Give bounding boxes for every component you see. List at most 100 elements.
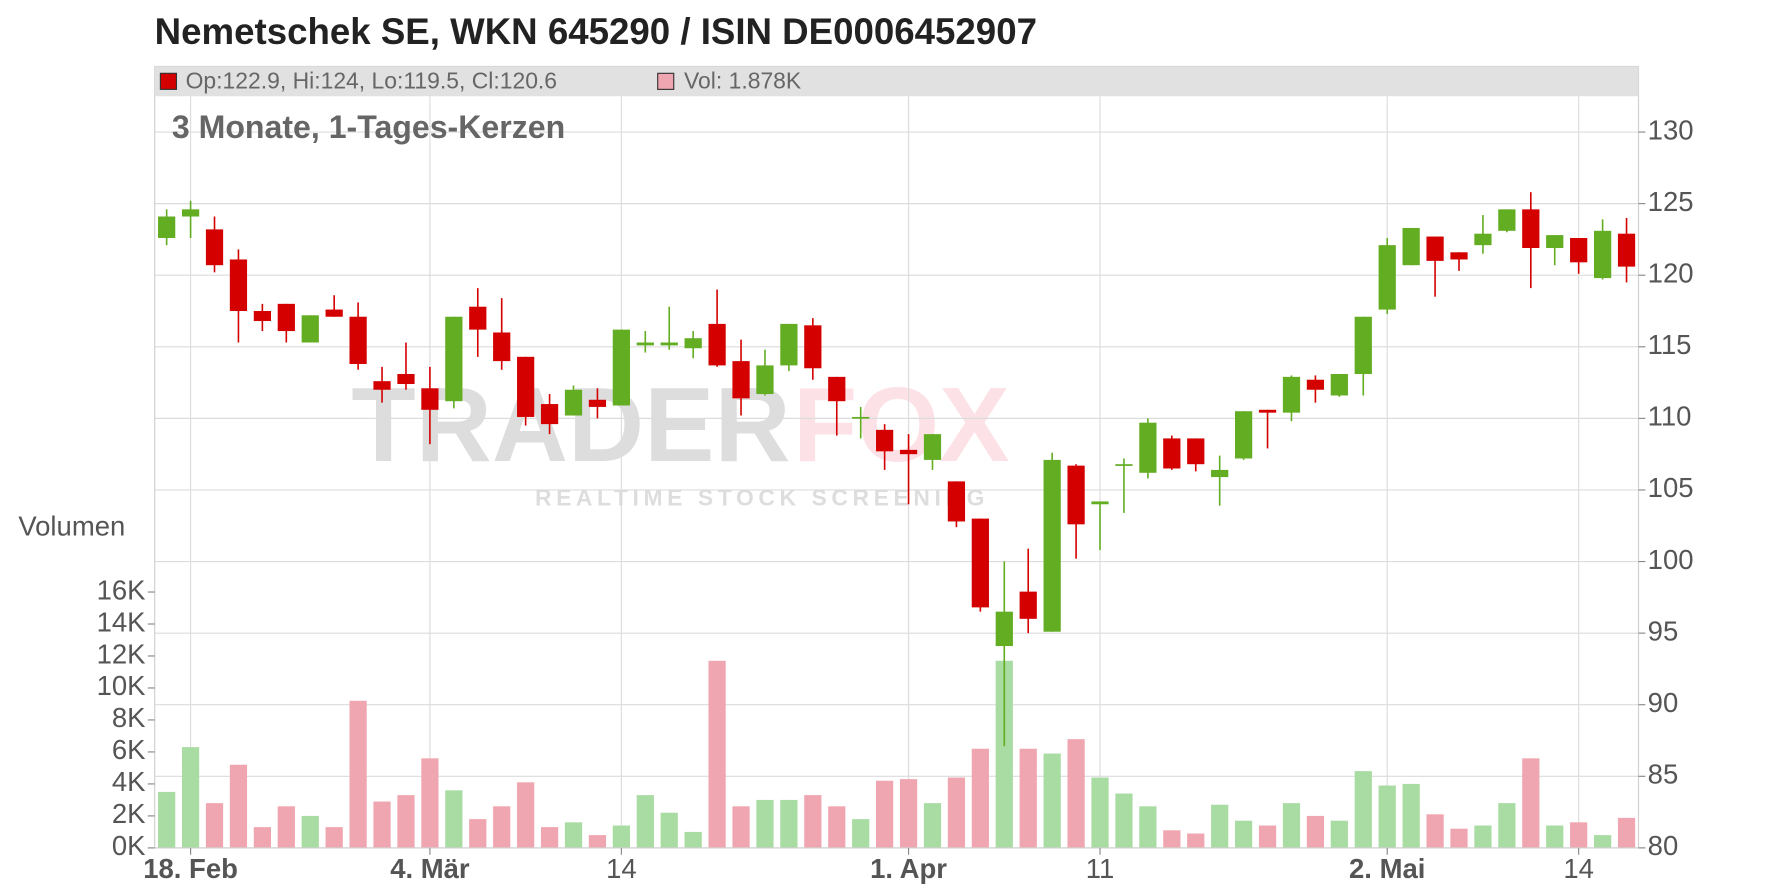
candle-body [1163,438,1181,469]
y-tick-label: 115 [1648,329,1692,360]
volume-bar [301,815,319,848]
candle-body [421,388,439,410]
candle-body [1091,501,1109,505]
volume-bar [684,831,702,848]
y-tick-label: 85 [1648,759,1679,790]
candle-body [469,306,487,330]
candle-body [588,399,607,407]
volume-bar [660,812,678,848]
y2-tick-label: 14K [97,606,147,637]
volume-bar [1570,822,1588,848]
candle-body [1402,227,1420,266]
candle-body [564,389,583,416]
volume-bar [1522,758,1540,848]
candle-body [301,315,319,343]
y-tick-label: 125 [1648,186,1694,217]
candle-body [253,311,271,322]
candle-body [1306,379,1325,390]
candle-body [923,434,942,460]
y2-tick-label: 8K [112,702,146,733]
x-tick-label: 14 [606,853,637,884]
volume-bar [828,806,846,848]
volume-bar [804,795,822,848]
volume-bar [373,801,391,848]
volume-bar [540,827,559,848]
candle-body [852,416,870,419]
x-tick-label: 18. Feb [143,853,238,884]
volume-bar [493,806,511,848]
y2-tick-label: 10K [97,670,147,701]
x-tick-label: 1. Apr [870,853,947,884]
watermark-brand: TRADER [351,367,790,484]
candle-body [804,325,822,369]
volume-bar [205,803,224,848]
y-tick-label: 80 [1648,830,1679,861]
candle-body [1546,235,1564,249]
volume-bar [1426,814,1444,848]
x-tick-label: 11 [1086,853,1115,884]
candle-body [780,323,798,366]
candle-body [517,356,535,417]
volume-bar [1330,820,1348,848]
candle-body [1211,469,1229,478]
volume-bar [421,758,439,848]
volume-bar [756,799,774,848]
volume-bar [636,795,654,848]
y-tick-label: 110 [1648,401,1692,432]
candle-body [971,518,989,608]
legend-swatch [159,72,178,90]
volume-bar [1354,771,1372,848]
y-tick-label: 95 [1648,615,1679,646]
y2-tick-label: 4K [112,766,146,797]
volume-bar [229,764,248,848]
volume-bar [277,806,295,848]
candle-body [1330,373,1348,396]
volume-bar [732,806,750,848]
volume-bar [612,825,630,848]
volume-bar [1474,825,1492,848]
candle-body [684,338,702,349]
y-tick-label: 90 [1648,687,1679,718]
candle-body [732,361,750,399]
volume-bar [1306,815,1325,848]
volume-bar [923,803,942,848]
candle-body [1450,252,1468,260]
volume-bar [1402,783,1420,848]
candle-body [540,404,559,425]
candle-body [1426,236,1444,261]
volume-bar [1617,817,1636,848]
candle-body [828,376,846,402]
volume-bar [1546,825,1564,848]
candle-body [445,316,463,402]
volume-bar [1043,753,1061,848]
plot-frame [154,65,1640,849]
x-tick-label: 2. Mai [1349,853,1425,884]
candle-body [660,342,678,346]
volume-bar [971,748,989,848]
volume-bar [1593,835,1612,848]
candle-body [181,209,200,217]
candle-body [229,259,248,312]
y2-tick-label: 16K [97,574,147,605]
volume-bar [780,799,798,848]
volume-bar [852,819,870,848]
candle-body [1474,233,1492,246]
volume-bar [1091,777,1109,848]
volume-bar [397,795,415,848]
volume-bar [1378,785,1396,848]
volume-bar [995,660,1013,848]
candle-body [1019,591,1037,619]
candle-body [1354,316,1372,374]
x-tick-label: 14 [1563,853,1594,884]
volume-axis-label: Volumen [18,510,125,541]
volume-bar [1211,804,1229,848]
candle-body [1235,411,1253,459]
volume-bar [899,779,918,848]
volume-bar [325,827,343,848]
legend-ohlc: Op:122.9, Hi:124, Lo:119.5, Cl:120.6 [186,68,557,94]
volume-bar [253,827,271,848]
volume-bar [1450,828,1468,848]
candle-body [1570,237,1588,263]
volume-bar [1235,820,1253,848]
x-tick-label: 4. Mär [390,853,470,884]
